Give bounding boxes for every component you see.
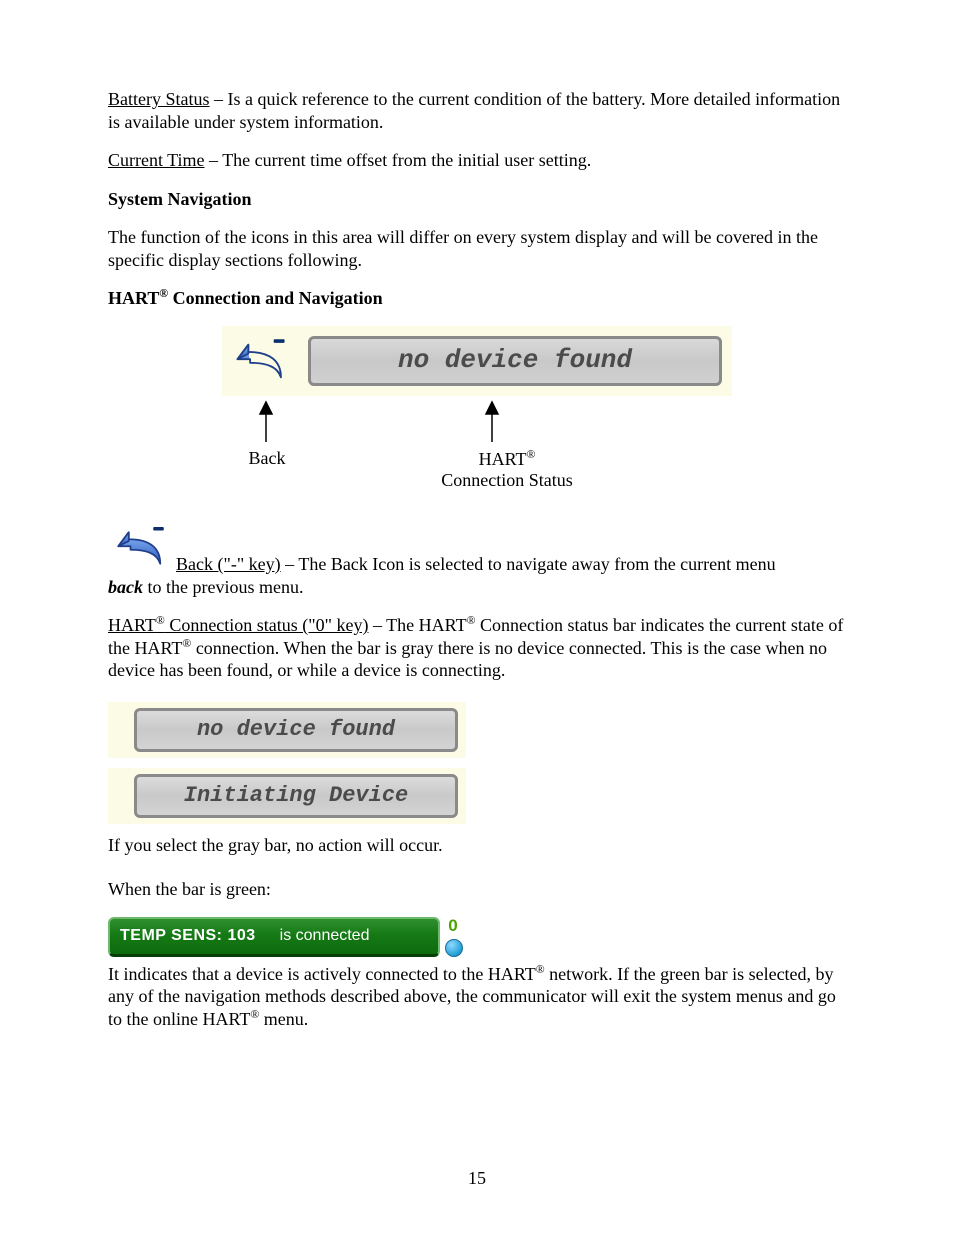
figure-pointer-arrows bbox=[222, 396, 732, 448]
page-number: 15 bbox=[0, 1167, 954, 1190]
current-time-label: Current Time bbox=[108, 150, 205, 170]
side-badges: 0 bbox=[444, 917, 466, 957]
globe-icon bbox=[445, 939, 463, 957]
hart-connection-heading: HART® Connection and Navigation bbox=[108, 287, 846, 310]
device-status: is connected bbox=[280, 926, 370, 946]
battery-status-para: Battery Status – Is a quick reference to… bbox=[108, 88, 846, 133]
address-badge: 0 bbox=[444, 917, 462, 935]
figure-panel: no device found bbox=[222, 326, 732, 396]
current-time-text: – The current time offset from the initi… bbox=[205, 150, 592, 170]
status-bar-initiating[interactable]: Initiating Device bbox=[134, 774, 458, 818]
hart-status-label: HART® Connection status ("0" key) bbox=[108, 615, 368, 635]
figure-back-and-status: no device found Back HART® Connection St… bbox=[222, 326, 732, 492]
device-name: TEMP SENS: 103 bbox=[120, 926, 256, 946]
battery-status-label: Battery Status bbox=[108, 89, 210, 109]
figure-label-connection-status: Connection Status bbox=[342, 470, 672, 492]
figure-label-back: Back bbox=[222, 448, 312, 492]
green-status-bar[interactable]: TEMP SENS: 103 is connected bbox=[108, 917, 440, 957]
current-time-para: Current Time – The current time offset f… bbox=[108, 149, 846, 172]
figure-label-hart: HART® bbox=[342, 448, 672, 471]
hart-status-para: HART® Connection status ("0" key) – The … bbox=[108, 614, 846, 682]
back-key-text: Back ("-" key) – The Back Icon is select… bbox=[176, 553, 776, 576]
hart-status-bar[interactable]: no device found bbox=[308, 336, 722, 386]
green-bar-intro: When the bar is green: bbox=[108, 878, 846, 901]
figure-labels: Back HART® Connection Status bbox=[222, 448, 732, 492]
back-arrow-icon[interactable] bbox=[232, 332, 290, 390]
green-status-bar-wrap: TEMP SENS: 103 is connected 0 bbox=[108, 917, 466, 957]
system-navigation-text: The function of the icons in this area w… bbox=[108, 226, 846, 271]
system-navigation-heading: System Navigation bbox=[108, 188, 846, 211]
green-bar-text: It indicates that a device is actively c… bbox=[108, 963, 846, 1031]
back-key-text-2: back to the previous menu. bbox=[108, 576, 846, 599]
battery-status-text: – Is a quick reference to the current co… bbox=[108, 89, 840, 132]
gray-bars-stack: no device found Initiating Device bbox=[108, 702, 466, 824]
gray-bar-note: If you select the gray bar, no action wi… bbox=[108, 834, 846, 857]
back-key-row: Back ("-" key) – The Back Icon is select… bbox=[108, 520, 846, 576]
back-key-label: Back ("-" key) bbox=[176, 554, 281, 574]
back-arrow-icon[interactable] bbox=[108, 520, 174, 576]
hart-status-text: no device found bbox=[398, 344, 632, 377]
status-bar-no-device[interactable]: no device found bbox=[134, 708, 458, 752]
